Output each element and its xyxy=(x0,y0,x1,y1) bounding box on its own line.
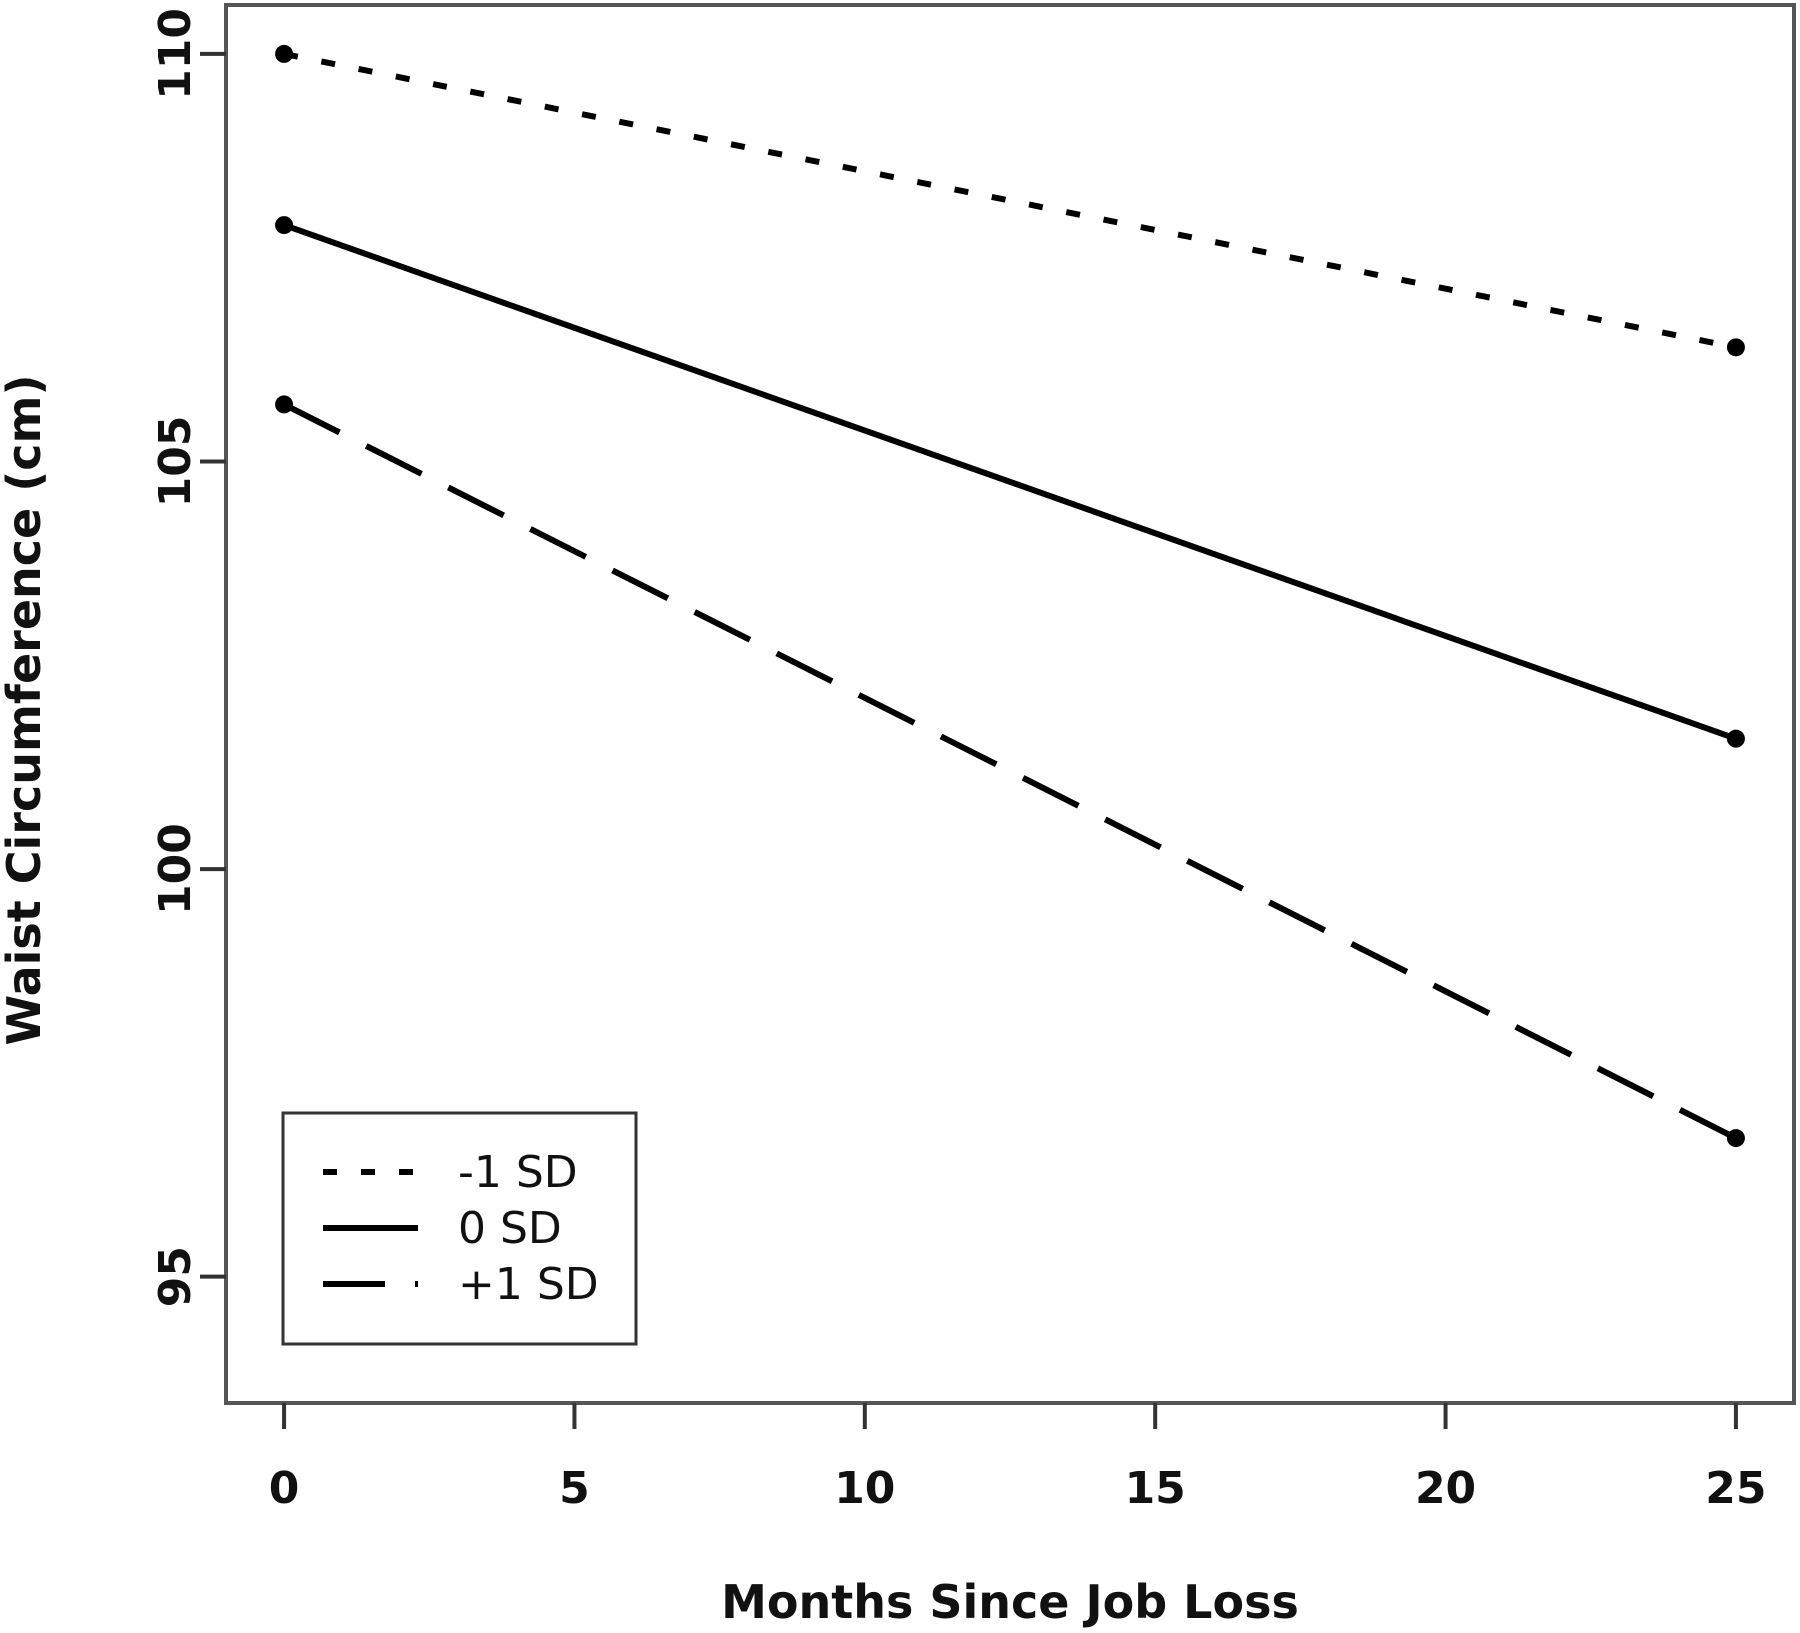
data-point xyxy=(1726,1129,1745,1148)
series-layer xyxy=(275,44,1745,1148)
y-tick-label: 100 xyxy=(150,823,201,915)
series-line xyxy=(282,401,1738,1141)
x-tick-label: 25 xyxy=(1705,1463,1766,1514)
y-tick-label: 105 xyxy=(150,416,201,508)
x-axis: 0 5 10 15 20 25 xyxy=(269,1403,1767,1514)
data-point xyxy=(1726,729,1745,748)
plot-frame xyxy=(224,3,1796,1405)
data-point xyxy=(275,44,294,63)
legend-label: 0 SD xyxy=(458,1203,562,1254)
x-axis-title: Months Since Job Loss xyxy=(721,1575,1299,1629)
y-tick-label: 95 xyxy=(150,1246,201,1307)
series--1-sd xyxy=(275,44,1745,357)
data-point xyxy=(275,216,294,235)
x-tick-label: 10 xyxy=(834,1463,895,1514)
x-tick-label: 0 xyxy=(269,1463,300,1514)
x-tick-label: 15 xyxy=(1125,1463,1186,1514)
y-axis-title: Waist Circumference (cm) xyxy=(0,374,51,1045)
x-tick-label: 5 xyxy=(559,1463,590,1514)
y-tick-label: 110 xyxy=(150,8,201,100)
x-tick-label: 20 xyxy=(1415,1463,1476,1514)
legend-label: -1 SD xyxy=(458,1147,578,1198)
data-point xyxy=(1726,338,1745,357)
data-point xyxy=(275,395,294,414)
series-0-sd xyxy=(275,216,1745,748)
legend: -1 SD0 SD+1 SD xyxy=(281,1111,638,1346)
legend-label: +1 SD xyxy=(458,1259,599,1310)
series--1-sd xyxy=(275,395,1745,1148)
series-line xyxy=(283,222,1737,742)
y-axis: 95 100 105 110 xyxy=(150,8,226,1307)
